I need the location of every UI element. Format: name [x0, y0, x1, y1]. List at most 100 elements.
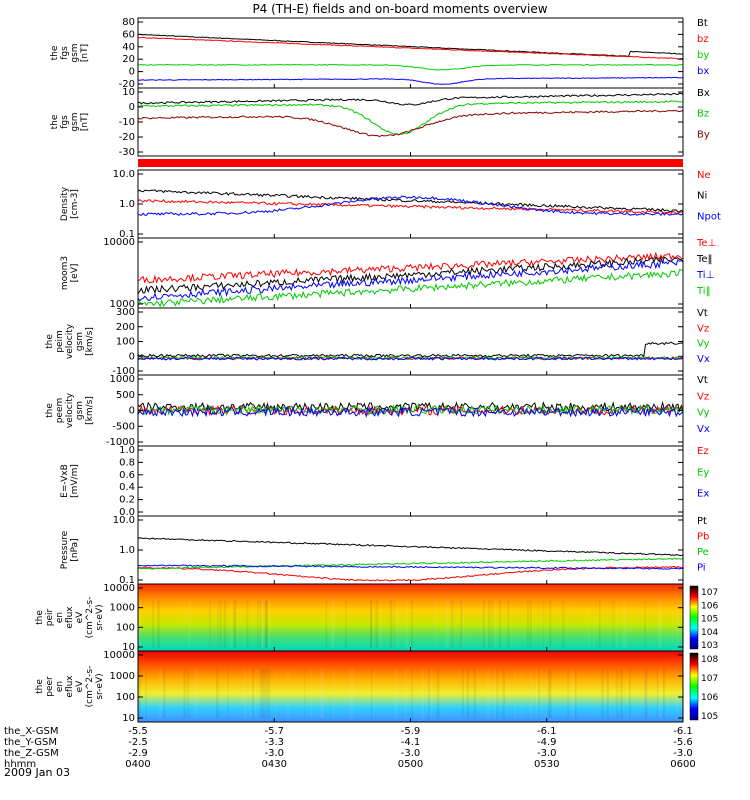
panel-frame: [137, 307, 684, 376]
colorbar: [689, 585, 699, 650]
y-tick-label: 10000: [103, 650, 135, 661]
series-line-vt: [137, 341, 684, 358]
y-tick-label: -1000: [106, 437, 135, 448]
legend-ni: Ni: [697, 191, 707, 202]
series-line-bt: [137, 33, 684, 58]
y-tick-label: 1000: [110, 671, 135, 682]
panel-6: Vt Vz Vy Vx 1000 500 0 -500 -1000 thepeemvelocity…: [45, 374, 710, 448]
y-tick-label: 10000: [103, 237, 135, 248]
panel-5: Vt Vz Vy Vx 300 200 100 0 -100 thepeimvelocitygsm…: [45, 307, 710, 377]
panel-frame: [137, 87, 684, 157]
y-tick-label: -20: [119, 132, 135, 143]
legend-te: Te‖: [696, 254, 713, 265]
legend-vz: Vz: [697, 323, 709, 334]
panel-4: Te⊥ Te‖ Ti⊥ Ti‖ 10000 1000 moom3[eV]: [60, 237, 716, 310]
y-axis-label: thepeirenefluxeV(cm^2-s-sr-eV): [35, 597, 105, 639]
series-line-vy: [137, 404, 684, 416]
legend-ey: Ey: [697, 467, 709, 478]
y-tick-label: 0: [129, 67, 135, 78]
axis-row-label: the_Z-GSM: [4, 748, 59, 759]
axis-row-value: -3.0: [264, 748, 284, 759]
axis-row-value: -5.9: [401, 726, 421, 737]
y-tick-label: 10: [122, 87, 135, 98]
y-tick-label: 1.0: [119, 199, 135, 210]
axis-row-value: -3.0: [673, 748, 693, 759]
series-line-npot: [137, 195, 684, 217]
colorbar: [689, 652, 699, 721]
panels: Btbzbybx806040200-20thefgsgsm[nT]BxBzBy1…: [35, 17, 721, 724]
y-tick-label: 0.2: [119, 495, 135, 506]
legend-bt: Bt: [697, 18, 708, 29]
legend-bx: bx: [697, 66, 709, 77]
legend-vx: Vx: [697, 354, 710, 365]
series-line-bx: [137, 76, 684, 85]
y-tick-label: 0.8: [119, 457, 135, 468]
y-tick-label: 10000: [103, 583, 135, 594]
panel-frame: [137, 237, 684, 309]
legend-bx: Bx: [697, 88, 710, 99]
y-tick-label: 1000: [110, 603, 135, 614]
y-tick-label: 0.0: [119, 507, 135, 518]
colorbar-label: 106: [701, 601, 718, 611]
legend-ex: Ex: [697, 489, 709, 500]
series-line-ti: [137, 269, 684, 308]
colorbar-label: 107: [701, 588, 718, 598]
y-tick-label: 100: [116, 622, 135, 633]
axis-row-value: -2.9: [128, 748, 148, 759]
y-tick-label: 0.1: [119, 575, 135, 586]
series-line-by: [137, 109, 684, 138]
axis-row-value: 0530: [534, 759, 559, 770]
panel-frame: [137, 169, 684, 239]
colorbar-label: 107: [701, 674, 718, 684]
axis-row-label: the_Y-GSM: [4, 737, 57, 748]
legend-vz: Vz: [697, 391, 709, 402]
axis-row-value: -5.6: [673, 737, 693, 748]
panel-frame: [137, 515, 684, 585]
legend-ez: Ez: [697, 446, 709, 457]
y-axis-label: thepeimvelocitygsm[km/s]: [45, 323, 95, 359]
axis-row-value: -6.1: [673, 726, 693, 737]
bias-status-band: [138, 159, 683, 167]
plot-title: P4 (TH-E) fields and on-board moments ov…: [252, 2, 547, 16]
legend-ti: Ti⊥: [696, 270, 714, 281]
series-line-te: [137, 256, 684, 294]
y-tick-label: 0.6: [119, 470, 135, 481]
colorbar-label: 105: [701, 615, 718, 625]
y-tick-label: 1.0: [119, 545, 135, 556]
panel-9: 107 106 105 104 103 10000 1000 100 10 thepeirenef…: [35, 583, 718, 653]
y-tick-label: 0.1: [119, 229, 135, 240]
legend-vx: Vx: [697, 424, 710, 435]
legend-pb: Pb: [697, 532, 709, 543]
y-tick-label: 200: [116, 322, 135, 333]
y-tick-label: 20: [122, 54, 135, 65]
axis-row-value: 0600: [670, 759, 695, 770]
spectrogram: [138, 651, 683, 722]
series-line-pt: [137, 537, 684, 557]
y-axis-label: thefgsgsm[nT]: [50, 43, 90, 62]
y-axis-label: moom3[eV]: [60, 256, 80, 290]
axis-row-label: hhmm: [4, 759, 36, 770]
panel-2: Bx Bz By 10 0 -10 -20 -30 thefgsgsm[nT]: [50, 87, 710, 158]
y-tick-label: 10: [122, 713, 135, 724]
axis-row-value: -3.0: [537, 748, 557, 759]
series-line-vx: [137, 405, 684, 419]
y-axis-label: E=-VxB[mV/m]: [60, 464, 80, 498]
y-tick-label: 500: [116, 390, 135, 401]
series-line-ni: [137, 189, 684, 213]
y-axis-label: Pressure[nPa]: [60, 530, 80, 569]
legend-bz: Bz: [697, 109, 709, 120]
legend-by: by: [697, 50, 709, 61]
axis-row-value: -2.5: [128, 737, 148, 748]
axis-row-value: -5.5: [128, 726, 148, 737]
series-line-by: [137, 63, 684, 71]
series-line-bx: [137, 92, 684, 106]
series-line-pe: [137, 557, 684, 570]
series-line-ne: [137, 199, 684, 215]
colorbar-label: 105: [701, 712, 718, 722]
y-tick-label: 80: [122, 17, 135, 28]
legend-vt: Vt: [697, 308, 708, 319]
colorbar-label: 104: [701, 628, 718, 638]
y-tick-label: -100: [112, 366, 135, 377]
